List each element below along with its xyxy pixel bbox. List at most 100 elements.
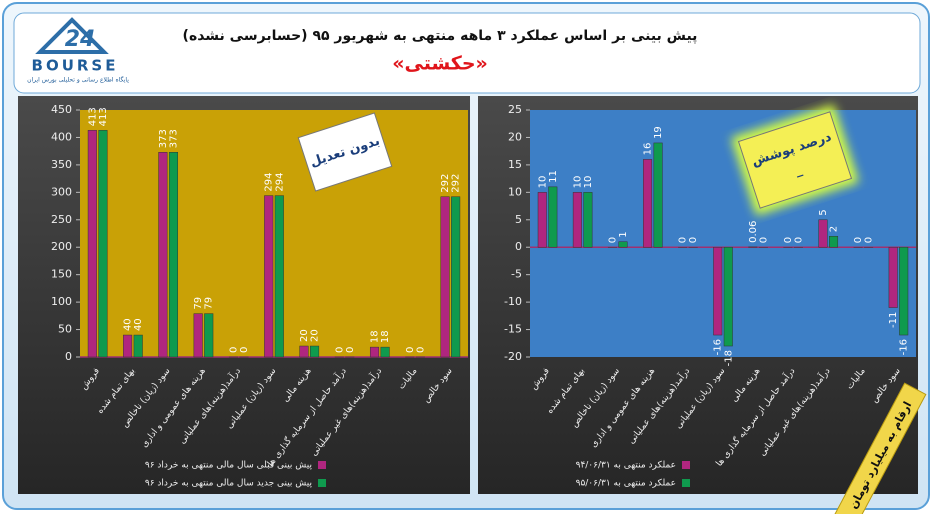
plot-area	[80, 110, 468, 357]
annotation-box	[737, 111, 853, 209]
bar	[264, 195, 274, 358]
y-tick-label: -10	[504, 295, 522, 308]
value-label: 0	[783, 237, 794, 243]
y-tick-label: 0	[65, 350, 72, 363]
value-label: 373	[158, 129, 169, 148]
bar	[158, 152, 168, 358]
value-label: 1	[618, 231, 629, 237]
value-label: 413	[87, 107, 98, 126]
bar	[133, 334, 143, 358]
annotation: درصد پوشش_	[730, 104, 860, 216]
value-label: 19	[653, 126, 664, 139]
bar	[537, 192, 547, 248]
bar	[713, 246, 723, 336]
value-label: 40	[123, 318, 134, 331]
legend-swatch	[318, 479, 326, 487]
value-label: 10	[583, 176, 594, 189]
value-label: 0	[853, 237, 864, 243]
value-label: -16	[713, 339, 724, 355]
bar	[168, 152, 179, 358]
value-label: -18	[723, 350, 734, 366]
bar	[299, 345, 309, 358]
y-tick-label: 300	[51, 185, 72, 198]
bar	[380, 346, 390, 358]
legend-label: پیش بینی جدید سال مالی منتهی به خرداد ۹۶	[145, 479, 313, 489]
y-tick-label: 350	[51, 158, 72, 171]
value-label: 292	[451, 174, 462, 193]
y-tick-label: 25	[508, 103, 522, 116]
value-label: 16	[643, 143, 654, 156]
y-tick-label: 450	[51, 103, 72, 116]
bar	[899, 246, 909, 336]
subtitle: «حکشتی»	[392, 53, 488, 75]
value-label: 0	[864, 237, 875, 243]
bar	[723, 246, 733, 347]
y-tick-label: 400	[51, 130, 72, 143]
value-label: 11	[548, 170, 559, 183]
y-tick-label: 250	[51, 213, 72, 226]
bar	[98, 130, 108, 358]
value-label: 0	[607, 237, 618, 243]
logo-text: BOURSE	[32, 57, 119, 75]
value-label: 0	[793, 237, 804, 243]
value-label: 10	[537, 176, 548, 189]
bar	[572, 192, 582, 248]
y-tick-label: 5	[515, 213, 522, 226]
legend-label: عملکرد منتهی به ۹۵/۰۶/۳۱	[576, 479, 676, 489]
annotation-text: _	[793, 162, 804, 178]
plot-area	[530, 110, 916, 357]
y-tick-label: 200	[51, 240, 72, 253]
bar	[369, 346, 380, 358]
y-tick-label: 20	[508, 130, 522, 143]
banner	[13, 12, 921, 94]
value-label: 2	[829, 226, 840, 232]
value-label: 0	[678, 237, 689, 243]
legend-label: پیش بینی قبلی سال مالی منتهی به خرداد ۹۶	[145, 461, 313, 471]
bar	[193, 313, 203, 358]
bar	[451, 196, 461, 358]
bar	[274, 195, 284, 358]
bar	[888, 246, 898, 308]
bar	[583, 192, 593, 248]
value-label: 0	[228, 347, 239, 353]
value-label: 20	[299, 329, 310, 342]
logo-caption: پایگاه اطلاع رسانی و تحلیلی بورس ایران	[27, 76, 129, 84]
value-label: 0	[345, 347, 356, 353]
value-label: 79	[204, 297, 215, 310]
bar	[618, 241, 628, 248]
value-label: -16	[899, 339, 910, 355]
y-tick-label: 50	[58, 323, 72, 336]
value-label: 292	[440, 174, 451, 193]
y-tick-label: 150	[51, 268, 72, 281]
value-label: 10	[572, 176, 583, 189]
value-label: 40	[133, 318, 144, 331]
bar	[123, 334, 133, 358]
y-tick-label: -20	[504, 350, 522, 363]
bar	[829, 235, 839, 248]
annotation: بدون تعدیل	[297, 112, 393, 192]
y-tick-label: 100	[51, 295, 72, 308]
bar	[440, 196, 450, 358]
value-label: 373	[168, 129, 179, 148]
y-tick-label: -15	[504, 323, 522, 336]
y-tick-label: 15	[508, 158, 522, 171]
value-label: 20	[310, 329, 321, 342]
value-label: 18	[380, 330, 391, 343]
value-label: 0	[239, 347, 250, 353]
bar	[653, 142, 663, 248]
y-tick-label: 10	[508, 185, 522, 198]
value-label: 0	[758, 237, 769, 243]
y-tick-label: 0	[515, 240, 522, 253]
value-label: 5	[818, 209, 829, 215]
value-label: 0	[405, 347, 416, 353]
value-label: 294	[274, 173, 285, 192]
value-label: 0.06	[748, 221, 759, 243]
value-label: 294	[264, 173, 275, 192]
y-tick-label: -5	[511, 268, 522, 281]
legend-swatch	[682, 479, 690, 487]
bar	[818, 219, 828, 248]
value-label: -11	[888, 312, 899, 328]
logo-number: 24	[65, 27, 96, 52]
value-label: 0	[415, 347, 426, 353]
